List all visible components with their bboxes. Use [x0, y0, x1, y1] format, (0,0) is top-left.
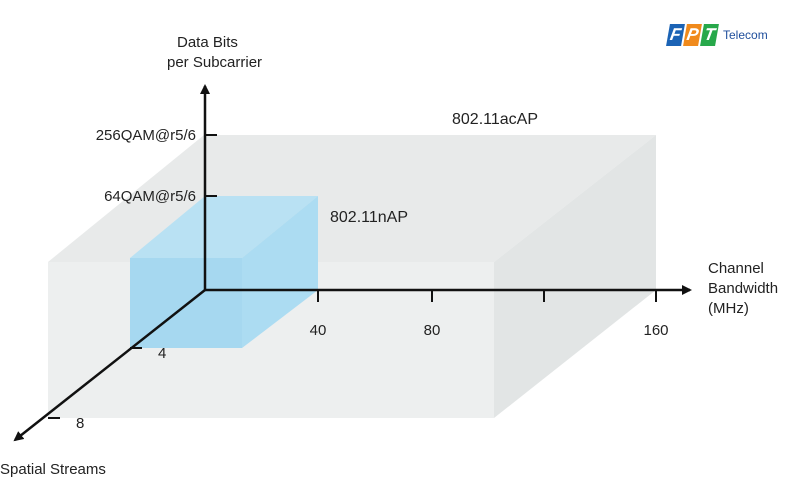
z-tick-label-4: 4 [158, 345, 166, 362]
y-tick-label-64qam: 64QAM@r5/6 [104, 188, 196, 205]
box-ac-right-face [494, 135, 656, 418]
box-80211n [130, 196, 318, 348]
logo-letter-group: F P T [666, 24, 719, 46]
x-tick-label-160: 160 [643, 322, 668, 339]
x-axis-label-line2: Bandwidth [708, 280, 778, 297]
y-tick-label-256qam: 256QAM@r5/6 [96, 127, 196, 144]
z-axis-label: Spatial Streams [0, 461, 106, 478]
x-axis-label-line1: Channel [708, 260, 764, 277]
z-tick-label-8: 8 [76, 415, 84, 432]
box-n-front-face [130, 258, 242, 348]
y-axis-label-line1: Data Bits [177, 34, 238, 51]
y-axis-label-line2: per Subcarrier [167, 54, 262, 71]
x-axis-label-line3: (MHz) [708, 300, 749, 317]
logo-letter-f: F [666, 24, 685, 46]
logo-letter-p: P [683, 24, 702, 46]
box-n-right-face [242, 196, 318, 348]
label-80211n: 802.11nAP [330, 209, 408, 226]
z-axis [13, 289, 206, 442]
x-tick-label-80: 80 [424, 322, 441, 339]
label-80211ac: 802.11acAP [452, 111, 538, 128]
box-n-top-face [130, 196, 318, 258]
x-tick-label-40: 40 [310, 322, 327, 339]
logo-letter-t: T [700, 24, 719, 46]
logo-suffix-text: Telecom [723, 28, 768, 42]
fpt-telecom-logo: F P T Telecom [666, 20, 768, 50]
